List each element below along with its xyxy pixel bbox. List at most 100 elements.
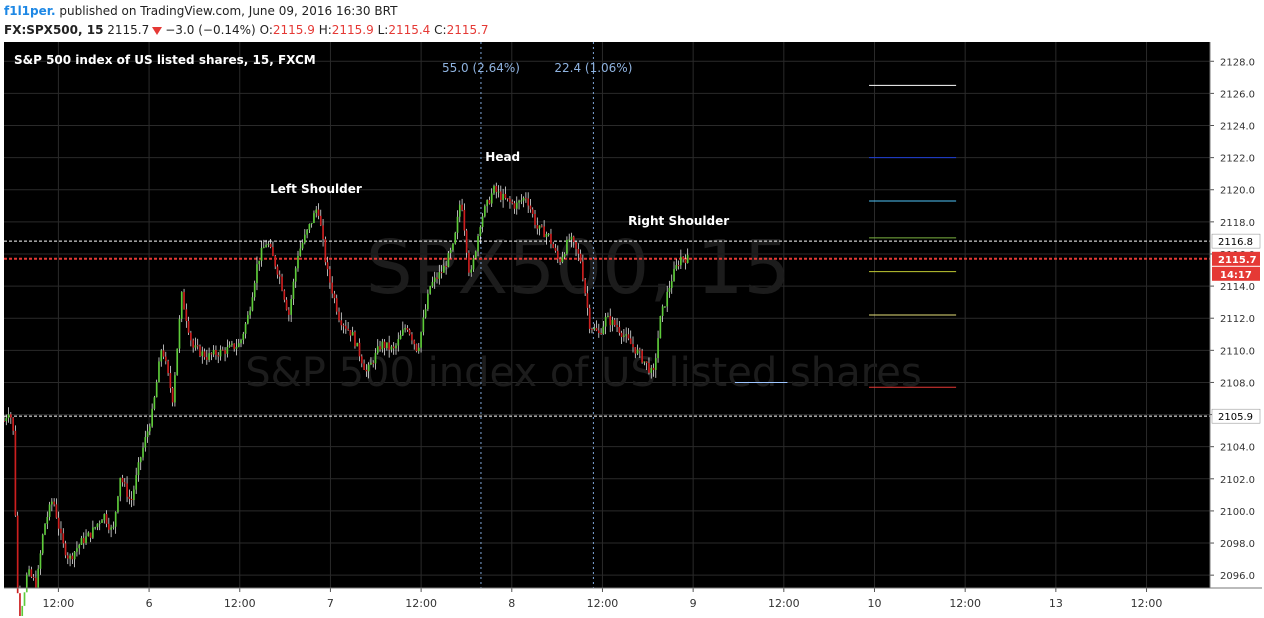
candle-body	[484, 206, 486, 217]
candle-body	[479, 227, 482, 237]
candle-body	[486, 199, 488, 207]
candle-body	[427, 293, 429, 310]
candle-body	[256, 264, 258, 284]
candle-body	[226, 346, 229, 354]
candle-body	[529, 205, 532, 210]
author-link[interactable]: f1l1per.	[4, 4, 56, 18]
candle-body	[144, 437, 147, 448]
candle-body	[187, 321, 190, 333]
candle-body	[164, 356, 167, 362]
candle-body	[358, 342, 361, 357]
candle-body	[666, 291, 669, 307]
candle-body	[415, 344, 418, 352]
close-value: 2115.7	[446, 23, 489, 37]
candle-body	[609, 315, 612, 326]
price-chart[interactable]: SPX500, 15 S&P 500 index of US listed sha…	[4, 42, 1262, 616]
candle-body	[518, 200, 520, 203]
candle-body	[568, 239, 571, 241]
candle-body	[406, 327, 409, 330]
candle-body	[463, 209, 466, 231]
price-tick-label: 2110.0	[1220, 346, 1255, 357]
candle-body	[591, 328, 593, 330]
candle-body	[572, 236, 575, 243]
down-arrow-icon	[152, 26, 163, 35]
candle-body	[210, 353, 213, 355]
candle-body	[677, 265, 680, 267]
candle-body	[174, 375, 176, 403]
time-axis[interactable]	[4, 588, 1210, 616]
candle-body	[44, 523, 46, 535]
candle-body	[267, 243, 270, 245]
symbol-label: FX:SPX500, 15	[4, 23, 104, 37]
candle-body	[616, 325, 618, 328]
candle-body	[333, 293, 336, 299]
candle-body	[249, 310, 251, 316]
candle-body	[429, 286, 432, 294]
candle-body	[322, 225, 324, 239]
candle-body	[648, 362, 650, 373]
candle-body	[9, 414, 12, 418]
candle-body	[237, 343, 240, 347]
candle-body	[686, 254, 689, 263]
price-tick-label: 2098.0	[1220, 539, 1255, 550]
candle-body	[438, 272, 441, 279]
candle-body	[408, 329, 411, 335]
candle-body	[625, 334, 628, 336]
candle-body	[349, 330, 352, 336]
price-tag	[1211, 408, 1261, 424]
candle-body	[30, 569, 33, 577]
price-tag-label: 2105.9	[1218, 412, 1253, 423]
candle-body	[135, 475, 138, 490]
candle-body	[493, 185, 495, 194]
candle-body	[199, 346, 201, 357]
time-tick-label: 12:00	[1131, 597, 1163, 610]
candle-body	[253, 283, 256, 298]
high-value: 2115.9	[331, 23, 374, 37]
candle-body	[324, 238, 327, 263]
candle-body	[331, 282, 334, 294]
candle-body	[650, 367, 653, 373]
candle-body	[561, 256, 564, 263]
candle-body	[613, 319, 616, 326]
candle-body	[673, 269, 675, 282]
candle-body	[506, 198, 509, 200]
open-label: O:	[259, 23, 273, 37]
price-tick-label: 2096.0	[1220, 571, 1255, 582]
candle-body	[527, 198, 530, 206]
time-tick-label: 13	[1049, 597, 1063, 610]
candle-body	[559, 258, 561, 263]
candle-body	[89, 532, 92, 538]
candle-body	[433, 277, 436, 282]
candle-body	[513, 203, 516, 209]
candle-body	[372, 362, 375, 364]
candle-body	[112, 526, 115, 528]
candle-body	[306, 229, 308, 235]
high-label: H:	[318, 23, 332, 37]
candle-body	[281, 276, 283, 291]
candle-body	[424, 309, 427, 318]
candle-body	[347, 328, 349, 331]
candle-body	[340, 320, 343, 326]
candle-body	[566, 239, 568, 254]
candle-body	[319, 215, 322, 226]
candle-body	[661, 306, 664, 316]
candle-body	[35, 577, 37, 588]
candle-body	[178, 318, 181, 349]
candle-body	[151, 408, 153, 427]
candle-body	[285, 299, 288, 310]
candle-body	[231, 343, 233, 345]
candle-body	[228, 344, 231, 347]
candle-body	[5, 418, 8, 422]
candle-body	[490, 193, 493, 204]
candle-body	[117, 496, 119, 512]
candle-body	[258, 260, 261, 265]
candle-body	[586, 293, 589, 308]
price-axis[interactable]	[1210, 42, 1262, 588]
candle-body	[595, 327, 598, 331]
candle-body	[183, 292, 185, 310]
price-tick-label: 2128.0	[1220, 57, 1255, 68]
candle-body	[78, 544, 81, 549]
candle-body	[80, 538, 83, 545]
candle-body	[654, 358, 657, 370]
candle-body	[310, 222, 313, 225]
